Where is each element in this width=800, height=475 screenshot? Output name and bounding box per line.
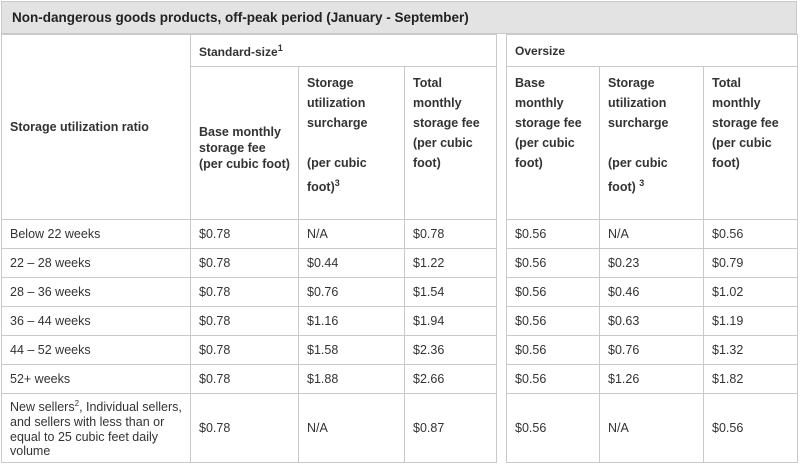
column-header-row: Base monthly storage fee (per cubic foot… <box>2 66 799 220</box>
ov-surcharge-cell: $0.46 <box>599 277 705 307</box>
std-surcharge-cell: N/A <box>298 393 405 463</box>
ov-base-cell: $0.56 <box>506 306 601 336</box>
col-ov-base-title: Base monthly storage fee <box>515 76 582 130</box>
col-std-surcharge-title: Storage utilization surcharge <box>307 76 368 130</box>
std-total-cell: $2.36 <box>403 335 498 365</box>
row-label: 44 – 52 weeks <box>1 335 191 365</box>
ov-total-cell: $1.82 <box>703 364 799 394</box>
std-base-cell: $0.78 <box>190 364 299 394</box>
std-total-cell: $1.54 <box>403 277 498 307</box>
ov-base-cell: $0.56 <box>506 393 601 463</box>
ov-surcharge-cell: N/A <box>599 393 705 463</box>
col-ov-surcharge: Storage utilization surcharge (per cubic … <box>599 66 705 220</box>
col-std-total-title: Total monthly storage fee <box>413 76 480 130</box>
ov-total-cell: $1.02 <box>703 277 799 307</box>
col-ov-surcharge-title: Storage utilization surcharge <box>608 76 669 130</box>
std-total-cell: $2.66 <box>403 364 498 394</box>
ov-surcharge-cell: N/A <box>599 219 705 249</box>
row-label: 28 – 36 weeks <box>1 277 191 307</box>
std-total-cell: $1.22 <box>403 248 498 278</box>
row-label: Below 22 weeks <box>1 219 191 249</box>
std-base-cell: $0.78 <box>190 393 299 463</box>
col-std-total-fee: Total monthly storage fee (per cubic foot… <box>403 66 498 220</box>
col-std-surcharge-unit: (per cubic foot)3 <box>307 153 396 197</box>
row-label: 36 – 44 weeks <box>1 306 191 336</box>
table-title: Non-dangerous goods products, off-peak p… <box>1 1 797 34</box>
group-oversize: Oversize <box>506 34 799 67</box>
std-base-cell: $0.78 <box>190 219 299 249</box>
ov-total-cell: $0.79 <box>703 248 799 278</box>
ov-base-cell: $0.56 <box>506 219 601 249</box>
col-std-base-fee-label: Base monthly storage fee (per cubic foot… <box>199 125 290 171</box>
group-standard-size-label: Standard-size <box>199 44 278 59</box>
col-ov-surcharge-unit-text: (per cubic foot) <box>608 156 668 195</box>
row-header-storage-utilization-ratio: Storage utilization ratio <box>1 34 191 220</box>
ov-total-cell: $1.19 <box>703 306 799 336</box>
ov-base-cell: $0.56 <box>506 277 601 307</box>
ov-base-cell: $0.56 <box>506 335 601 365</box>
ov-surcharge-cell: $0.76 <box>599 335 705 365</box>
group-standard-size: Standard-size1 <box>189 34 498 67</box>
col-ov-total-title: Total monthly storage fee <box>712 76 779 130</box>
std-base-cell: $0.78 <box>190 277 299 307</box>
table-row-new-sellers: New sellers2, Individual sellers, and se… <box>1 393 799 463</box>
group-header-row: Storage utilization ratio Standard-size1… <box>1 34 799 463</box>
ov-surcharge-cell: $1.26 <box>599 364 705 394</box>
table-row: Below 22 weeks $0.78 N/A $0.78 $0.56 N/A… <box>1 219 799 249</box>
std-total-cell: $0.78 <box>403 219 498 249</box>
col-ov-base-unit: (per cubic foot) <box>515 136 575 170</box>
footnote-2: 2 <box>74 399 80 409</box>
row-label-new-sellers: New sellers2, Individual sellers, and se… <box>1 393 191 463</box>
col-ov-total-fee: Total monthly storage fee (per cubic foot… <box>703 66 799 220</box>
footnote-1: 1 <box>277 42 283 53</box>
std-surcharge-cell: N/A <box>298 219 405 249</box>
col-ov-total-unit: (per cubic foot) <box>712 136 772 170</box>
row-label-new-sellers-rest: , Individual sellers, and sellers with l… <box>10 400 182 459</box>
ov-total-cell: $0.56 <box>703 393 799 463</box>
ov-surcharge-cell: $0.63 <box>599 306 705 336</box>
std-surcharge-cell: $1.88 <box>298 364 405 394</box>
row-label: 22 – 28 weeks <box>1 248 191 278</box>
ov-base-cell: $0.56 <box>506 364 601 394</box>
table-row: 52+ weeks $0.78 $1.88 $2.66 $0.56 $1.26 … <box>1 364 799 394</box>
std-base-cell: $0.78 <box>190 335 299 365</box>
fee-table-container: Non-dangerous goods products, off-peak p… <box>1 1 799 463</box>
column-gap <box>496 34 508 463</box>
col-std-surcharge-unit-text: (per cubic foot) <box>307 156 367 195</box>
row-label: 52+ weeks <box>1 364 191 394</box>
ov-base-cell: $0.56 <box>506 248 601 278</box>
std-surcharge-cell: $1.58 <box>298 335 405 365</box>
col-ov-surcharge-unit: (per cubic foot) 3 <box>608 153 695 197</box>
row-label-new-sellers-text: New sellers <box>10 400 75 415</box>
std-surcharge-cell: $1.16 <box>298 306 405 336</box>
ov-surcharge-cell: $0.23 <box>599 248 705 278</box>
std-total-cell: $0.87 <box>403 393 498 463</box>
storage-fee-table: Storage utilization ratio Standard-size1… <box>1 34 799 463</box>
table-row: 28 – 36 weeks $0.78 $0.76 $1.54 $0.56 $0… <box>1 277 799 307</box>
col-std-base-fee: Base monthly storage fee (per cubic foot… <box>190 66 299 220</box>
ov-total-cell: $0.56 <box>703 219 799 249</box>
footnote-3: 3 <box>334 178 340 188</box>
col-std-surcharge: Storage utilization surcharge (per cubic … <box>298 66 405 220</box>
std-surcharge-cell: $0.76 <box>298 277 405 307</box>
table-row: 36 – 44 weeks $0.78 $1.16 $1.94 $0.56 $0… <box>1 306 799 336</box>
col-ov-base-fee: Base monthly storage fee (per cubic foot) <box>506 66 601 220</box>
std-base-cell: $0.78 <box>190 248 299 278</box>
std-total-cell: $1.94 <box>403 306 498 336</box>
table-row: 22 – 28 weeks $0.78 $0.44 $1.22 $0.56 $0… <box>1 248 799 278</box>
col-std-total-unit: (per cubic foot) <box>413 136 473 170</box>
std-surcharge-cell: $0.44 <box>298 248 405 278</box>
ov-total-cell: $1.32 <box>703 335 799 365</box>
std-base-cell: $0.78 <box>190 306 299 336</box>
footnote-3-oversize: 3 <box>639 178 645 188</box>
table-row: 44 – 52 weeks $0.78 $1.58 $2.36 $0.56 $0… <box>1 335 799 365</box>
